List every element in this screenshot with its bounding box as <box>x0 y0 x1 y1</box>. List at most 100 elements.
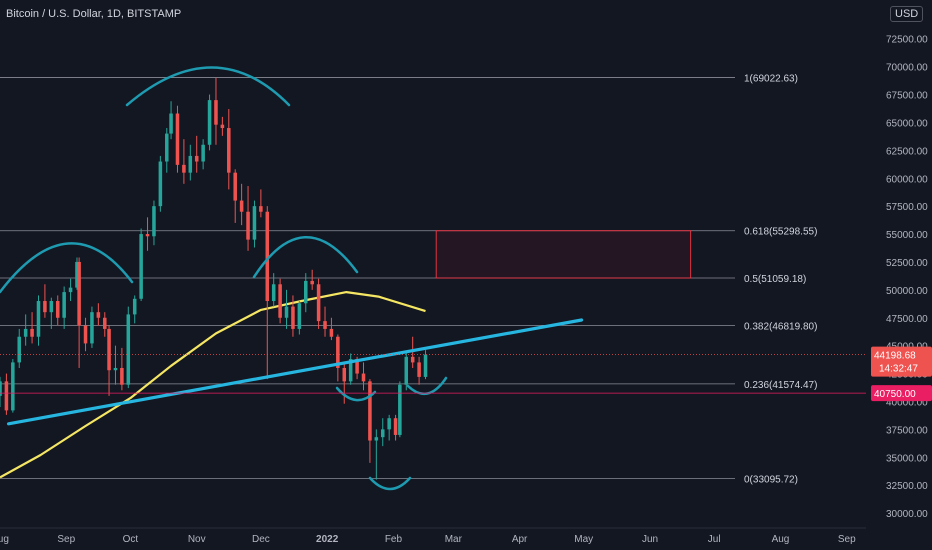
right-bottom-arc[interactable] <box>406 376 448 396</box>
candle-down <box>259 206 263 212</box>
time-tick-label: Dec <box>252 534 270 545</box>
candle-up <box>304 280 308 304</box>
time-tick-label: Aug <box>0 534 9 545</box>
candle-up <box>68 287 73 293</box>
fib-level-label: 1(69022.63) <box>744 74 798 85</box>
price-badges: 44198.68 14:32:47 40750.00 <box>871 346 932 402</box>
candle-down <box>182 164 186 173</box>
fib-level-label: 0.236(41574.47) <box>744 380 817 391</box>
price-tick-label: 65000.00 <box>886 118 928 129</box>
time-tick-label: Jul <box>708 534 721 545</box>
time-tick-label: 2022 <box>316 534 339 545</box>
trendline-support[interactable] <box>6 318 584 426</box>
right-shoulder-arc[interactable] <box>252 236 359 279</box>
candle-down <box>246 211 250 240</box>
candle-up <box>207 100 212 145</box>
currency-button[interactable]: USD <box>890 6 924 22</box>
time-axis[interactable]: Aug Sep Oct Nov Dec 2022 Feb Mar Apr May Jun Jul Aug… <box>0 527 866 545</box>
candle-down <box>393 418 398 435</box>
candle-down <box>103 317 107 329</box>
price-tick-label: 55000.00 <box>886 230 928 241</box>
price-tick-label: 52500.00 <box>886 258 928 269</box>
moving-average-line <box>0 291 426 479</box>
time-tick-label: Aug <box>772 534 790 545</box>
time-tick-label: Apr <box>512 534 528 545</box>
candle-down <box>227 128 231 173</box>
pattern-arcs[interactable] <box>0 66 448 491</box>
candle-up <box>62 292 66 318</box>
candle-up <box>23 328 28 337</box>
candle-down <box>361 373 366 382</box>
candle-down <box>316 284 321 322</box>
marked-level-value: 40750.00 <box>874 389 916 400</box>
low-bottom-arc[interactable] <box>368 476 412 491</box>
candle-down <box>145 234 150 237</box>
candle-down <box>83 325 88 344</box>
price-tick-label: 57500.00 <box>886 202 928 213</box>
candlesticks <box>0 77 428 480</box>
candle-down <box>336 336 340 368</box>
target-zone[interactable] <box>435 230 692 279</box>
target-zone-box[interactable] <box>435 230 692 279</box>
trendline[interactable] <box>6 318 584 426</box>
candle-up <box>36 301 41 337</box>
candle-up <box>252 206 257 240</box>
price-axis[interactable]: 30000.00 32500.00 35000.00 37500.00 40000.00… <box>866 0 932 550</box>
candle-down <box>310 280 314 285</box>
price-tick-label: 37500.00 <box>886 425 928 436</box>
candle-up <box>113 367 118 371</box>
candle-down <box>278 284 282 318</box>
candle-down <box>43 301 47 313</box>
time-tick-label: Oct <box>123 534 139 545</box>
candle-up <box>132 298 137 315</box>
price-tick-label: 40000.00 <box>886 397 928 408</box>
candle-up <box>0 381 2 396</box>
candle-up <box>139 234 143 299</box>
time-tick-label: Nov <box>188 534 206 545</box>
last-price-value: 44198.68 <box>874 351 916 362</box>
candle-down <box>120 367 124 385</box>
time-tick-label: Jun <box>642 534 658 545</box>
candle-down <box>77 261 81 326</box>
candle-down <box>175 113 180 165</box>
candle-up <box>11 362 15 411</box>
candle-up <box>271 284 276 302</box>
candle-down <box>291 306 295 329</box>
left-shoulder-arc[interactable] <box>0 242 134 294</box>
candle-down <box>342 367 347 382</box>
candle-down <box>30 328 34 337</box>
candle-down <box>417 362 421 377</box>
candle-down <box>4 381 9 411</box>
time-tick-label: May <box>574 534 593 545</box>
price-lines <box>0 354 866 394</box>
price-tick-label: 30000.00 <box>886 509 928 520</box>
price-tick-label: 32500.00 <box>886 481 928 492</box>
head-arc[interactable] <box>125 66 291 107</box>
price-axis-background <box>866 0 932 550</box>
last-price-badge <box>871 346 932 377</box>
candle-up <box>387 418 391 430</box>
moving-average <box>0 291 426 479</box>
price-tick-label: 60000.00 <box>886 174 928 185</box>
fib-level-label: 0.382(46819.80) <box>744 321 817 332</box>
candle-up <box>90 312 94 344</box>
candle-up <box>398 384 402 435</box>
candle-down <box>55 301 60 318</box>
candle-up <box>404 356 409 385</box>
price-tick-label: 70000.00 <box>886 63 928 74</box>
left-bottom-arc[interactable] <box>335 386 377 402</box>
candle-down <box>355 359 359 374</box>
candle-up <box>126 314 131 385</box>
marked-level-badge <box>871 385 932 402</box>
candle-up <box>297 303 302 329</box>
candle-up <box>188 155 193 173</box>
candle-down <box>233 172 237 201</box>
candle-up <box>374 437 379 441</box>
fib-level-label: 0.5(51059.18) <box>744 274 806 285</box>
candle-up <box>49 301 54 313</box>
candle-up <box>380 429 385 438</box>
price-tick-label: 47500.00 <box>886 314 928 325</box>
candle-up <box>158 161 163 207</box>
